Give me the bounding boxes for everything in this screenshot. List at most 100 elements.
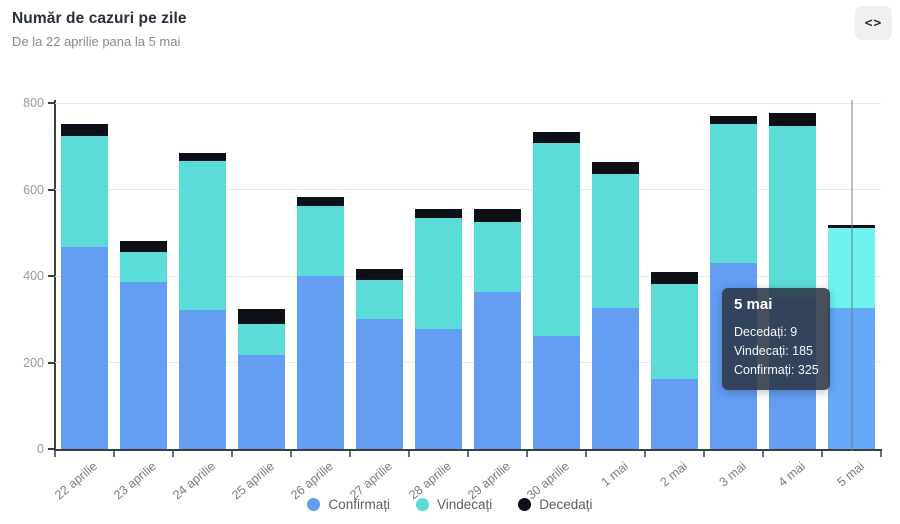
x-axis-tick (703, 451, 705, 457)
legend-item-decedati[interactable]: Decedați (518, 497, 593, 512)
bar-24-aprilie (173, 103, 232, 449)
bar-2-mai (645, 103, 704, 449)
decedati-segment[interactable] (415, 208, 462, 219)
vindecati-segment[interactable] (179, 161, 226, 311)
x-axis-tick (526, 451, 528, 457)
y-axis-label: 0 (37, 442, 44, 456)
x-axis-tick (231, 451, 233, 457)
decedati-segment[interactable] (474, 208, 521, 222)
chart-header: Număr de cazuri pe zile De la 22 aprilie… (12, 10, 187, 49)
vindecati-segment[interactable] (120, 251, 167, 283)
decedati-segment[interactable] (297, 196, 344, 206)
decedati-legend-dot-icon (518, 498, 532, 511)
chart-subtitle: De la 22 aprilie pana la 5 mai (12, 34, 181, 49)
confirmati-segment[interactable] (592, 308, 639, 449)
confirmati-segment[interactable] (297, 275, 344, 449)
embed-code-button[interactable]: <> (855, 6, 892, 40)
bar-22-aprilie (55, 103, 114, 449)
bar-28-aprilie (409, 103, 468, 449)
bar-1-mai (586, 103, 645, 449)
x-axis-tick (821, 451, 823, 457)
confirmati-segment[interactable] (356, 318, 403, 449)
x-axis-label: 22 aprilie (51, 459, 100, 503)
y-axis-label: 800 (23, 96, 44, 110)
vindecati-segment[interactable] (415, 218, 462, 330)
bar-27-aprilie (350, 103, 409, 449)
confirmati-segment[interactable] (120, 282, 167, 449)
bar-25-aprilie (232, 103, 291, 449)
vindecati-segment[interactable] (769, 125, 816, 299)
x-axis-tick (585, 451, 587, 457)
x-axis-tick (880, 451, 882, 457)
confirmati-segment[interactable] (238, 354, 285, 449)
bar-30-aprilie (527, 103, 586, 449)
y-axis-label: 200 (23, 355, 44, 370)
x-axis-tick (290, 451, 292, 457)
x-axis-tick (762, 451, 764, 457)
vindecati-segment[interactable] (592, 173, 639, 309)
confirmati-segment[interactable] (415, 329, 462, 449)
x-axis-tick (113, 451, 115, 457)
tooltip-title: 5 mai (734, 296, 773, 313)
legend-item-confirmati[interactable]: Confirmați (307, 497, 390, 512)
vindecati-segment[interactable] (533, 142, 580, 336)
gridline (55, 362, 881, 363)
gridline (55, 189, 881, 190)
vindecati-segment[interactable] (356, 279, 403, 319)
vindecati-segment[interactable] (474, 221, 521, 293)
legend-label: Confirmați (328, 497, 390, 512)
x-axis-label: 1 mai (598, 459, 631, 490)
y-axis-label: 600 (23, 182, 44, 197)
vindecati-segment[interactable] (710, 123, 757, 263)
decedati-segment[interactable] (120, 241, 167, 252)
x-axis-label: 27 aprilie (346, 459, 395, 503)
decedati-segment[interactable] (769, 112, 816, 126)
decedati-segment[interactable] (356, 268, 403, 280)
legend-item-vindecati[interactable]: Vindecați (415, 497, 493, 512)
decedati-segment[interactable] (61, 123, 108, 136)
tooltip-row-confirmati: Confirmați: 325 (734, 363, 819, 377)
page-title: Număr de cazuri pe zile (12, 10, 187, 27)
vindecati-segment[interactable] (238, 323, 285, 355)
x-axis-label: 26 aprilie (287, 459, 336, 503)
confirmati-segment[interactable] (61, 246, 108, 449)
vindecati-segment[interactable] (651, 283, 698, 379)
chart-legend: Confirmați Vindecați Decedați (0, 497, 900, 512)
x-axis-label: 25 aprilie (228, 459, 277, 503)
y-axis-tick (48, 361, 55, 364)
legend-label: Vindecați (436, 497, 493, 512)
y-axis-tick (48, 448, 55, 450)
chart-tooltip: 5 mai Decedați: 9 Vindecați: 185 Confirm… (722, 288, 830, 390)
bar-23-aprilie (114, 103, 173, 449)
y-axis-tick (48, 275, 55, 277)
vindecati-segment[interactable] (61, 135, 108, 247)
decedati-segment[interactable] (651, 272, 698, 284)
decedati-segment[interactable] (179, 153, 226, 162)
x-axis-label: 23 aprilie (110, 459, 159, 503)
confirmati-segment[interactable] (474, 292, 521, 449)
confirmati-segment[interactable] (179, 310, 226, 449)
vindecati-segment[interactable] (297, 205, 344, 276)
decedati-segment[interactable] (533, 132, 580, 143)
decedati-segment[interactable] (710, 116, 757, 124)
confirmati-segment[interactable] (651, 378, 698, 449)
x-axis-tick (172, 451, 174, 457)
code-icon: <> (864, 15, 883, 31)
tooltip-row-vindecati: Vindecați: 185 (734, 344, 813, 358)
vindecati-legend-dot-icon (415, 498, 429, 511)
gridline (55, 102, 881, 104)
x-axis-label: 2 mai (657, 459, 690, 490)
confirmati-segment[interactable] (533, 335, 580, 449)
confirmati-legend-dot-icon (307, 498, 321, 511)
bar-4-mai (763, 103, 822, 449)
bar-3-mai (704, 103, 763, 449)
x-axis-tick (467, 451, 469, 457)
x-axis-tick (644, 451, 646, 457)
x-axis-label: 4 mai (775, 459, 808, 490)
decedati-segment[interactable] (238, 309, 285, 324)
decedati-segment[interactable] (592, 161, 639, 174)
y-axis-tick (48, 102, 55, 104)
bar-26-aprilie (291, 103, 350, 449)
x-axis-label: 5 mai (834, 459, 867, 490)
